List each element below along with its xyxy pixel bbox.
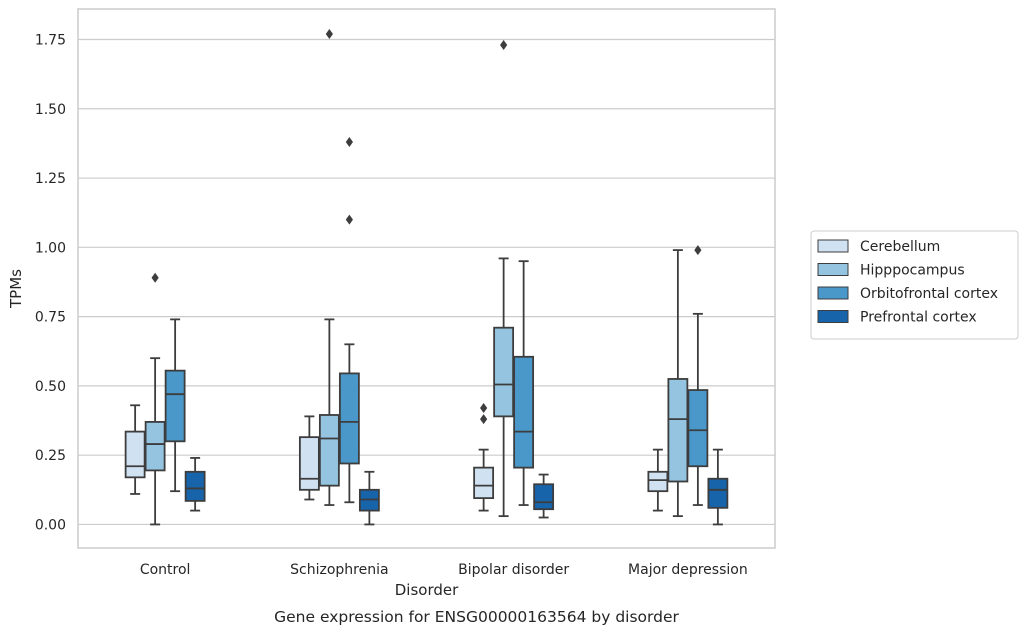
x-tick-label: Bipolar disorder — [458, 562, 569, 578]
chart-caption: Gene expression for ENSG00000163564 by d… — [274, 608, 679, 626]
box-iqr — [338, 372, 360, 465]
box-iqr — [124, 430, 146, 479]
box-iqr — [473, 466, 495, 500]
grid-lines — [78, 38, 775, 526]
legend-swatch — [817, 310, 849, 323]
box-cerebellum — [647, 448, 669, 512]
outlier-point — [325, 28, 333, 39]
box-iqr — [647, 470, 669, 493]
box-cerebellum — [124, 404, 146, 495]
box-iqr — [687, 389, 709, 468]
legend-swatch — [817, 263, 849, 276]
box-iqr — [493, 326, 515, 418]
y-tick-label: 1.00 — [35, 240, 66, 256]
outlier-point — [694, 245, 702, 256]
box-iqr — [318, 414, 340, 487]
legend-swatch — [817, 239, 849, 253]
y-tick-label: 1.75 — [35, 32, 66, 48]
box-iqr — [184, 470, 206, 502]
box-orbitofrontal-cortex — [164, 318, 186, 493]
box-hipppocampus — [318, 28, 340, 506]
legend-swatch — [817, 286, 849, 300]
box-iqr — [533, 483, 555, 511]
outlier-point — [480, 403, 488, 414]
legend-label: Cerebellum — [860, 239, 940, 255]
x-tick-label: Schizophrenia — [290, 562, 388, 578]
legend-label: Hipppocampus — [860, 263, 965, 279]
box-prefrontal-cortex — [184, 457, 206, 512]
box-prefrontal-cortex — [358, 470, 380, 526]
box-iqr — [707, 477, 729, 509]
box-plot-area — [124, 28, 729, 526]
outlier-point — [151, 272, 159, 283]
x-tick-label: Control — [140, 562, 191, 578]
x-tick-labels: Control Schizophrenia Bipolar disorder Majo… — [140, 562, 748, 578]
y-tick-label: 0.25 — [35, 448, 66, 464]
box-iqr — [298, 436, 320, 491]
outlier-point — [345, 214, 353, 225]
x-axis-title: Disorder — [395, 581, 459, 599]
box-cerebellum — [298, 415, 320, 501]
box-hipppocampus — [493, 40, 515, 518]
outlier-point — [480, 414, 488, 425]
y-tick-label: 0.75 — [35, 310, 66, 326]
plot-frame — [77, 8, 776, 549]
legend: Cerebellum Hipppocampus Orbitofrontal cort… — [810, 230, 1019, 340]
y-tick-labels: 0.00 0.25 0.50 0.75 1.00 1.25 1.50 1.75 — [35, 32, 66, 533]
box-orbitofrontal-cortex — [687, 245, 709, 506]
legend-label: Orbitofrontal cortex — [860, 286, 998, 302]
outlier-point — [500, 40, 508, 51]
outlier-point — [345, 137, 353, 148]
box-iqr — [667, 378, 689, 483]
box-cerebellum — [473, 403, 495, 512]
box-iqr — [144, 421, 166, 472]
legend-label: Prefrontal cortex — [860, 310, 977, 326]
box-hipppocampus — [144, 272, 166, 526]
box-prefrontal-cortex — [707, 448, 729, 526]
y-tick-label: 1.50 — [35, 102, 66, 118]
box-orbitofrontal-cortex — [338, 137, 360, 504]
box-iqr — [513, 355, 535, 469]
box-hipppocampus — [667, 249, 689, 518]
y-axis-title: TPMs — [7, 269, 25, 309]
box-iqr — [164, 369, 186, 443]
y-tick-label: 0.50 — [35, 379, 66, 395]
x-tick-label: Major depression — [628, 562, 748, 578]
box-orbitofrontal-cortex — [513, 260, 535, 506]
y-tick-label: 1.25 — [35, 171, 66, 187]
box-prefrontal-cortex — [533, 473, 555, 519]
y-tick-label: 0.00 — [35, 517, 66, 533]
legend-frame — [810, 230, 1019, 340]
